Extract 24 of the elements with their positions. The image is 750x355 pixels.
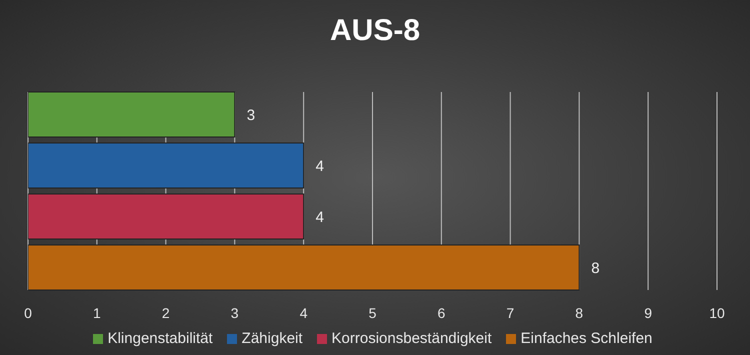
bar — [28, 92, 236, 138]
legend-label: Zähigkeit — [242, 330, 303, 347]
x-tick-label: 0 — [24, 304, 32, 321]
data-label: 3 — [246, 106, 256, 124]
bar — [28, 194, 304, 240]
chart-title: AUS-8 — [328, 14, 421, 48]
x-tick-label: 6 — [438, 304, 446, 321]
x-tick-label: 9 — [644, 304, 652, 321]
bar — [28, 244, 580, 290]
data-label: 8 — [591, 260, 600, 277]
legend-label: Klingenstabilität — [108, 330, 213, 347]
bar — [28, 142, 304, 188]
data-label: 4 — [316, 158, 324, 175]
legend-label: Korrosionsbeständigkeit — [332, 330, 492, 347]
data-label: 4 — [316, 208, 324, 226]
x-tick-label: 2 — [162, 304, 170, 321]
x-tick-label: 1 — [93, 304, 101, 321]
x-tick-label: 3 — [230, 304, 239, 321]
x-tick-label: 4 — [300, 304, 308, 321]
x-tick-label: 10 — [709, 304, 725, 321]
x-tick-label: 7 — [506, 304, 514, 321]
x-tick-label: 5 — [368, 304, 377, 321]
x-tick-label: 8 — [575, 304, 584, 321]
text: Einfaches Schleifen — [520, 330, 652, 347]
